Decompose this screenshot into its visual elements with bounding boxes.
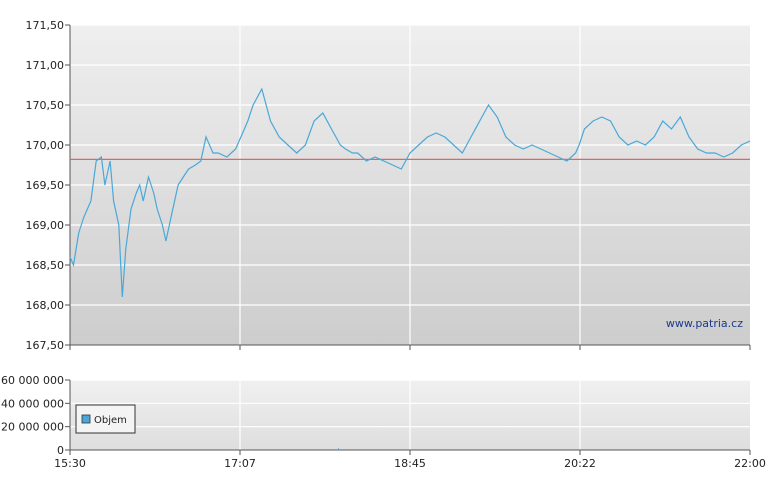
price-x-axis-ticks (69, 345, 751, 350)
price-y-tick-label: 168,00 (26, 299, 65, 312)
volume-panel: 60 000 000 40 000 000 20 000 000 0 15:30 17:… (1, 374, 766, 470)
price-y-tick-label: 171,50 (26, 19, 65, 32)
price-y-tick-label: 167,50 (26, 339, 65, 352)
price-y-tick-label: 168,50 (26, 259, 65, 272)
price-y-axis-labels: 171,50 171,00 170,50 170,00 169,50 169,00 168,… (26, 19, 70, 352)
volume-x-tick-label: 20:22 (564, 457, 596, 470)
volume-x-tick-label: 17:07 (224, 457, 256, 470)
price-y-tick-label: 170,50 (26, 99, 65, 112)
volume-x-axis-labels: 15:30 17:07 18:45 20:22 22:00 (54, 450, 766, 470)
volume-y-axis-labels: 60 000 000 40 000 000 20 000 000 0 (1, 374, 70, 457)
volume-x-tick-label: 15:30 (54, 457, 86, 470)
volume-y-tick-label: 0 (57, 444, 64, 457)
volume-legend: Objem (75, 404, 136, 434)
volume-y-tick-label: 20 000 000 (1, 421, 64, 434)
volume-y-tick-label: 60 000 000 (1, 374, 64, 387)
legend-label: Objem (94, 415, 127, 426)
price-y-tick-label: 169,00 (26, 219, 65, 232)
price-gridlines (70, 24, 750, 345)
volume-x-tick-label: 22:00 (734, 457, 766, 470)
price-y-tick-label: 171,00 (26, 59, 65, 72)
legend-swatch (81, 414, 91, 424)
volume-bar (338, 448, 340, 450)
volume-gridlines (70, 379, 750, 450)
price-y-tick-label: 170,00 (26, 139, 65, 152)
price-y-tick-label: 169,50 (26, 179, 65, 192)
price-panel: 171,50 171,00 170,50 170,00 169,50 169,00 168,… (26, 19, 751, 352)
price-series-line (69, 87, 751, 298)
volume-bars (338, 448, 340, 450)
watermark: www.patria.cz (666, 317, 743, 330)
volume-x-tick-label: 18:45 (394, 457, 426, 470)
volume-y-tick-label: 40 000 000 (1, 397, 64, 410)
